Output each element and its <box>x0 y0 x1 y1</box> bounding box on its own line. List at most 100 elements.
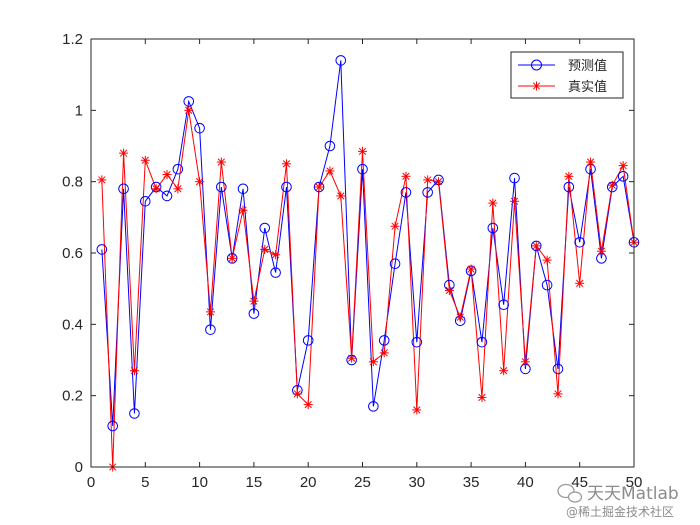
point-predicted <box>324 140 336 152</box>
point-predicted <box>129 408 140 419</box>
series-layer <box>96 55 640 472</box>
point-predicted <box>281 181 292 193</box>
x-tick-label: 50 <box>626 474 643 491</box>
point-actual <box>227 253 237 263</box>
point-predicted <box>487 222 499 234</box>
x-tick-label: 40 <box>517 474 534 491</box>
watermark: 天天Matlab @稀土掘金技术社区 <box>557 483 679 519</box>
point-predicted <box>96 244 108 255</box>
point-predicted <box>617 171 629 182</box>
x-tick-label: 25 <box>354 474 371 491</box>
point-predicted <box>368 401 379 412</box>
point-actual <box>151 184 161 194</box>
point-predicted <box>400 187 412 198</box>
legend-marker-actual <box>532 81 541 91</box>
point-actual <box>119 148 129 158</box>
point-actual <box>401 171 411 181</box>
point-actual <box>596 246 606 256</box>
point-predicted <box>498 299 509 311</box>
y-tick-label: 0 <box>75 459 83 476</box>
y-tick-label: 1 <box>75 102 83 119</box>
point-actual <box>238 205 248 215</box>
y-tick-label: 0.8 <box>62 174 83 191</box>
x-tick-label: 10 <box>191 474 208 491</box>
point-actual <box>488 198 498 208</box>
point-predicted <box>541 279 553 291</box>
point-actual <box>531 241 541 251</box>
point-actual <box>173 184 183 194</box>
point-actual <box>444 285 454 295</box>
point-predicted <box>552 363 564 375</box>
point-actual <box>542 255 552 265</box>
point-actual <box>260 244 270 254</box>
point-actual <box>195 177 205 187</box>
wechat-icon <box>557 483 583 503</box>
point-predicted <box>237 183 249 195</box>
point-actual <box>314 182 324 192</box>
point-actual <box>607 180 617 190</box>
point-actual <box>303 400 313 410</box>
point-actual <box>434 177 444 187</box>
point-predicted <box>574 237 586 248</box>
point-predicted <box>226 253 238 264</box>
point-actual <box>455 312 465 322</box>
legend-box <box>510 51 624 99</box>
point-actual <box>412 405 422 415</box>
point-actual <box>520 357 530 367</box>
point-actual <box>129 366 139 376</box>
point-predicted <box>107 420 119 432</box>
point-predicted <box>389 258 401 270</box>
point-predicted <box>140 195 151 207</box>
point-actual <box>510 196 520 206</box>
x-tick-label: 0 <box>87 474 95 491</box>
point-actual <box>499 366 509 376</box>
ticks-layer: 0 5 10 15 20 25 30 35 40 45 50 0 0.2 0.4 0.6 0.8 1 1.2 <box>62 31 642 491</box>
point-predicted <box>476 336 488 348</box>
x-tick-label: 35 <box>463 474 480 491</box>
watermark-credit: @稀土掘金技术社区 <box>566 504 674 519</box>
point-actual <box>477 392 487 402</box>
point-predicted <box>335 55 347 66</box>
point-actual <box>575 278 585 288</box>
legend-marker-predicted <box>531 59 542 71</box>
point-actual <box>292 389 302 399</box>
point-actual <box>336 191 346 201</box>
point-actual <box>216 157 226 167</box>
point-predicted <box>172 163 184 175</box>
x-tick-label: 5 <box>141 474 149 491</box>
point-predicted <box>194 122 205 134</box>
point-predicted <box>161 190 173 202</box>
point-actual <box>564 171 574 181</box>
point-actual <box>271 250 281 260</box>
point-actual <box>97 175 107 185</box>
x-tick-label: 30 <box>408 474 425 491</box>
point-predicted <box>530 240 542 252</box>
plot-background <box>91 39 634 467</box>
point-predicted <box>302 335 314 346</box>
point-predicted <box>248 308 260 319</box>
point-predicted <box>313 181 325 193</box>
point-actual <box>379 348 389 358</box>
legend-label-actual: 真实值 <box>568 79 607 95</box>
point-predicted <box>411 336 423 348</box>
point-actual <box>281 159 291 169</box>
point-actual <box>162 170 172 180</box>
x-tick-label: 20 <box>300 474 317 491</box>
point-predicted <box>270 267 281 278</box>
point-predicted <box>118 183 129 195</box>
point-predicted <box>357 163 368 175</box>
point-actual <box>325 166 335 176</box>
point-predicted <box>378 335 390 346</box>
y-tick-label: 0.6 <box>62 245 83 262</box>
point-actual <box>423 175 433 185</box>
point-actual <box>553 389 563 399</box>
watermark-title: 天天Matlab <box>587 484 679 504</box>
point-actual <box>586 157 596 167</box>
point-predicted <box>509 172 520 184</box>
point-actual <box>358 146 367 156</box>
point-actual <box>368 357 378 367</box>
x-tick-label: 15 <box>246 474 263 491</box>
point-actual <box>618 161 628 171</box>
point-predicted <box>216 181 227 193</box>
